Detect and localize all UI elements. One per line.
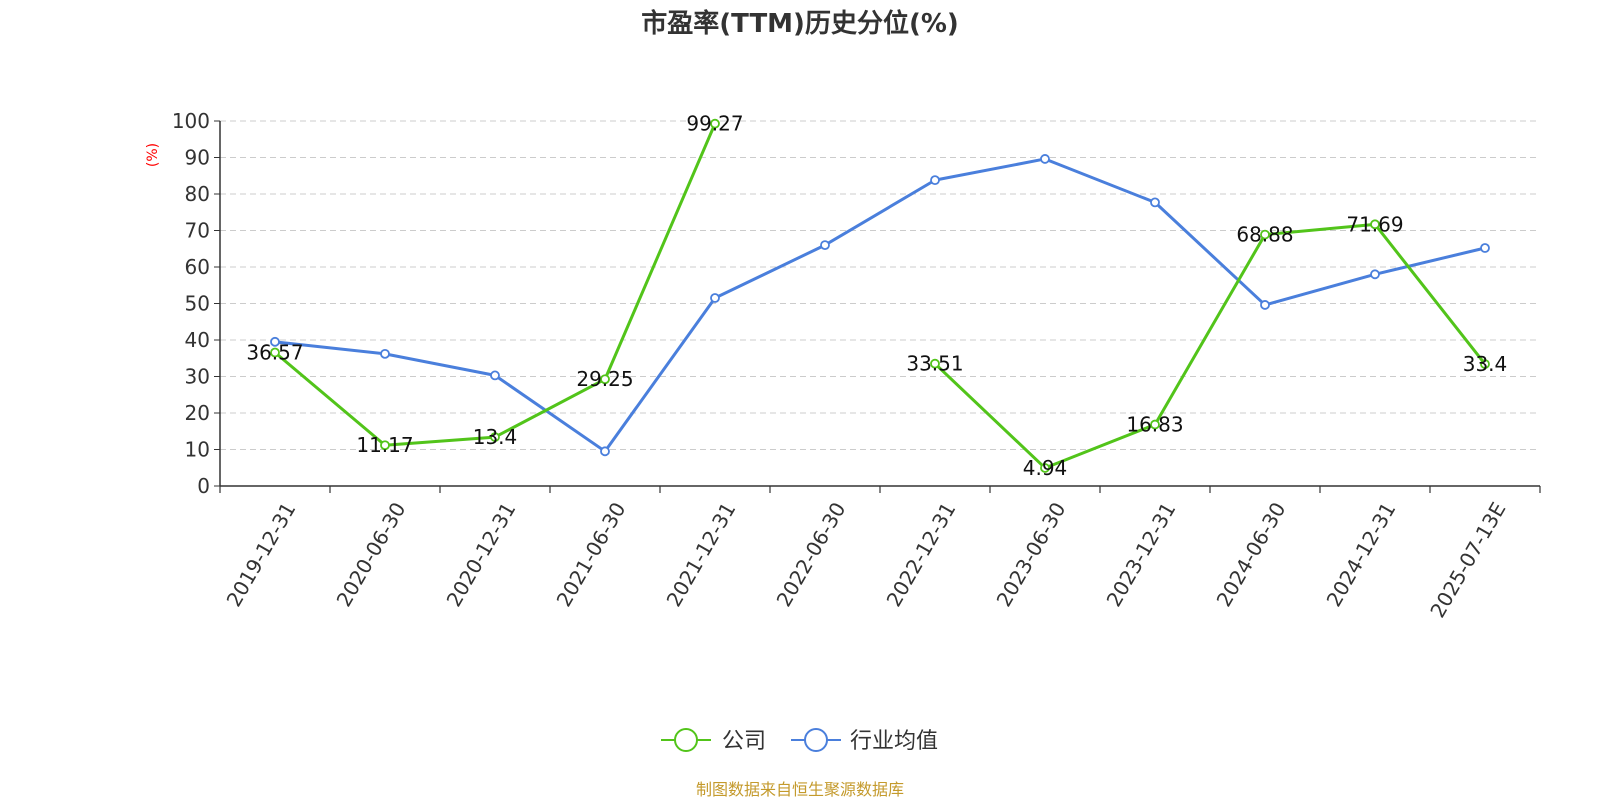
data-label: 68.88 xyxy=(1236,223,1293,247)
data-point[interactable] xyxy=(1150,419,1160,430)
data-label: 16.83 xyxy=(1126,413,1183,437)
data-point[interactable] xyxy=(490,432,500,442)
data-point[interactable] xyxy=(1260,300,1270,310)
y-tick-label: 10 xyxy=(185,438,210,462)
y-tick-label: 70 xyxy=(185,219,210,243)
legend-marker xyxy=(804,728,828,752)
y-tick-label: 50 xyxy=(185,292,210,316)
x-tick-label: 2024-12-31 xyxy=(1322,498,1401,611)
chart-title: 市盈率(TTM)历史分位(%) xyxy=(641,8,959,39)
legend-item[interactable]: 行业均值 xyxy=(791,728,938,754)
data-label: 4.94 xyxy=(1023,456,1068,480)
grid-lines xyxy=(220,120,1540,450)
x-tick-label: 2020-06-30 xyxy=(332,498,411,611)
x-tick-label: 2022-12-31 xyxy=(882,498,961,611)
legend[interactable]: 公司 行业均值 xyxy=(661,728,938,754)
data-point[interactable] xyxy=(380,348,390,359)
data-label: 71.69 xyxy=(1346,212,1403,236)
series-line xyxy=(274,157,1486,453)
data-point[interactable] xyxy=(1370,219,1380,230)
y-tick-label: 0 xyxy=(197,474,210,498)
data-point[interactable] xyxy=(930,175,940,186)
y-tick-label: 30 xyxy=(185,365,210,389)
x-tick-label: 2022-06-30 xyxy=(772,498,851,611)
y-tick-label: 20 xyxy=(185,401,210,425)
data-point[interactable] xyxy=(270,336,280,347)
data-point[interactable] xyxy=(1370,269,1380,280)
data-point[interactable] xyxy=(380,440,390,451)
data-point[interactable] xyxy=(1260,229,1270,240)
data-point[interactable] xyxy=(600,446,610,457)
source-note: 制图数据来自恒生聚源数据库 xyxy=(696,780,904,799)
data-label: 29.25 xyxy=(576,367,633,391)
x-tick-label: 2025-07-13E xyxy=(1425,498,1510,622)
series-line xyxy=(274,123,717,447)
data-point[interactable] xyxy=(710,118,720,129)
data-point[interactable] xyxy=(1040,463,1050,473)
y-tick-label: 60 xyxy=(185,255,210,279)
data-point[interactable] xyxy=(490,370,500,381)
axes: 0 10 20 30 40 50 60 70 80 90 100 2019-12-31 2020-06-… xyxy=(172,109,1541,622)
series-line xyxy=(933,222,1487,470)
data-point[interactable] xyxy=(270,347,280,358)
data-point[interactable] xyxy=(1040,154,1050,164)
x-tick-label: 2023-06-30 xyxy=(992,498,1071,611)
data-point[interactable] xyxy=(820,240,830,251)
data-label: 36.57 xyxy=(246,341,303,365)
y-tick-label: 90 xyxy=(185,146,210,170)
data-point[interactable] xyxy=(930,358,940,369)
x-tick-label: 2024-06-30 xyxy=(1212,498,1291,611)
data-point[interactable] xyxy=(1480,243,1490,253)
x-tick-label: 2021-06-30 xyxy=(552,498,631,611)
data-label: 33.4 xyxy=(1463,352,1508,376)
data-label: 13.4 xyxy=(473,425,518,449)
legend-label: 行业均值 xyxy=(850,729,938,754)
data-label: 11.17 xyxy=(356,433,413,457)
data-labels: 36.57 11.17 13.4 29.25 99.27 33.51 4.94 16.83 68… xyxy=(246,112,1507,480)
legend-item[interactable]: 公司 xyxy=(661,728,766,754)
legend-marker xyxy=(674,728,698,752)
data-point[interactable] xyxy=(600,374,610,385)
x-tick-label: 2020-12-31 xyxy=(442,498,521,611)
legend-label: 公司 xyxy=(722,729,766,754)
data-point[interactable] xyxy=(1150,197,1160,208)
y-tick-label: 100 xyxy=(172,109,210,133)
x-tick-label: 2019-12-31 xyxy=(222,498,301,611)
y-axis-label: (%) xyxy=(145,143,161,167)
data-point[interactable] xyxy=(710,293,720,303)
y-tick-label: 40 xyxy=(185,328,210,352)
data-point[interactable] xyxy=(1480,359,1490,369)
x-tick-label: 2021-12-31 xyxy=(662,498,741,611)
series-lines xyxy=(270,118,1490,473)
data-label: 33.51 xyxy=(906,352,963,376)
y-tick-label: 80 xyxy=(185,182,210,206)
x-tick-label: 2023-12-31 xyxy=(1102,498,1181,611)
data-label: 99.27 xyxy=(686,112,743,136)
